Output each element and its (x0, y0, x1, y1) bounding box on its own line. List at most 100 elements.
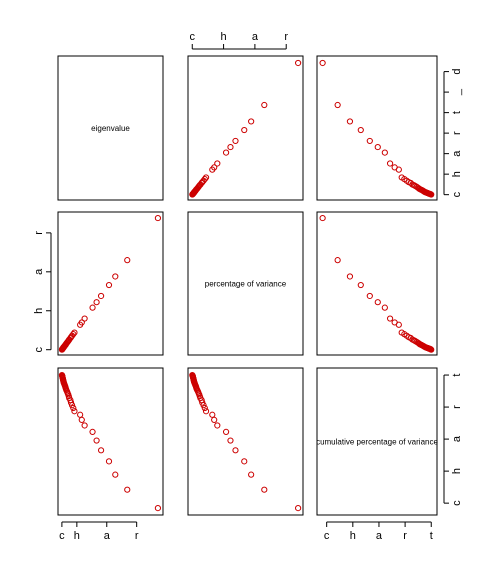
point-cumulative-percentage-of-variance-vs-percentage-of-variance-11 (201, 404, 208, 412)
tick-label-right-cumulative-percentage-of-variance-0: c (451, 500, 463, 506)
point-cumulative-percentage-of-variance-vs-eigenvalue-9 (77, 411, 84, 418)
diagonal-label-eigenvalue: eigenvalue (91, 124, 130, 133)
point-percentage-of-variance-vs-eigenvalue-3 (105, 281, 113, 289)
point-cumulative-percentage-of-variance-vs-percentage-of-variance-1 (261, 486, 268, 493)
tick-label-top-percentage-of-variance-1: h (221, 31, 227, 43)
tick-label-right-cumulative-percentage-of-variance-3: r (451, 405, 463, 409)
panel-cumulative-percentage-of-variance-vs-percentage-of-variance (187, 367, 304, 516)
tick-label-right-eigenvalue-0: c (451, 191, 463, 197)
point-eigenvalue-vs-percentage-of-variance-2 (248, 118, 255, 125)
point-eigenvalue-vs-percentage-of-variance-3 (241, 126, 248, 134)
tick-label-bottom-cumulative-percentage-of-variance-3: r (403, 530, 407, 542)
point-percentage-of-variance-vs-cumulative-percentage-of-variance-7 (386, 315, 394, 322)
point-percentage-of-variance-vs-eigenvalue-1 (124, 257, 131, 264)
point-cumulative-percentage-of-variance-vs-eigenvalue-5 (93, 437, 100, 444)
tick-label-top-percentage-of-variance-0: c (190, 31, 196, 43)
point-eigenvalue-vs-cumulative-percentage-of-variance-1 (334, 101, 341, 109)
point-percentage-of-variance-vs-cumulative-percentage-of-variance-0 (319, 214, 326, 222)
point-eigenvalue-vs-percentage-of-variance-5 (227, 143, 234, 151)
point-percentage-of-variance-vs-eigenvalue-9 (77, 321, 84, 328)
point-cumulative-percentage-of-variance-vs-eigenvalue-10 (71, 408, 78, 415)
point-percentage-of-variance-vs-cumulative-percentage-of-variance-9 (395, 321, 402, 328)
labels-layer: eigenvalue percentage of variance cumulati… (91, 124, 438, 447)
point-eigenvalue-vs-cumulative-percentage-of-variance-2 (346, 118, 354, 125)
panels (57, 55, 438, 516)
tick-label-bottom-cumulative-percentage-of-variance-2: a (376, 530, 383, 542)
point-cumulative-percentage-of-variance-vs-eigenvalue-3 (105, 458, 113, 465)
point-cumulative-percentage-of-variance-vs-percentage-of-variance-2 (248, 471, 255, 478)
tick-label-bottom-eigenvalue-1: h (74, 530, 80, 542)
point-cumulative-percentage-of-variance-vs-percentage-of-variance-5 (227, 437, 234, 444)
point-cumulative-percentage-of-variance-vs-percentage-of-variance-4 (232, 447, 239, 454)
point-percentage-of-variance-vs-eigenvalue-6 (89, 304, 96, 311)
point-eigenvalue-vs-percentage-of-variance-4 (232, 137, 239, 145)
point-cumulative-percentage-of-variance-vs-percentage-of-variance-9 (209, 411, 216, 418)
point-eigenvalue-vs-cumulative-percentage-of-variance-5 (374, 143, 381, 151)
point-eigenvalue-vs-percentage-of-variance-7 (214, 160, 221, 167)
point-eigenvalue-vs-percentage-of-variance-0 (295, 59, 302, 67)
point-eigenvalue-vs-cumulative-percentage-of-variance-7 (386, 160, 394, 167)
point-cumulative-percentage-of-variance-vs-eigenvalue-2 (112, 471, 119, 478)
point-cumulative-percentage-of-variance-vs-eigenvalue-1 (124, 486, 131, 493)
panel-percentage-of-variance-vs-percentage-of-variance (187, 211, 304, 356)
tick-label-bottom-eigenvalue-0: c (59, 530, 65, 542)
diagonal-label-percentage-of-variance: percentage of variance (205, 280, 287, 289)
point-percentage-of-variance-vs-cumulative-percentage-of-variance-5 (374, 299, 381, 306)
point-cumulative-percentage-of-variance-vs-percentage-of-variance-0 (295, 505, 302, 512)
point-eigenvalue-vs-percentage-of-variance-6 (222, 149, 230, 156)
point-cumulative-percentage-of-variance-vs-percentage-of-variance-6 (222, 428, 230, 435)
point-cumulative-percentage-of-variance-vs-percentage-of-variance-41 (189, 371, 196, 379)
tick-label-left-percentage-of-variance-2: a (33, 268, 45, 275)
point-eigenvalue-vs-cumulative-percentage-of-variance-41 (428, 191, 435, 198)
point-percentage-of-variance-vs-eigenvalue-2 (112, 273, 119, 280)
point-cumulative-percentage-of-variance-vs-eigenvalue-41 (58, 371, 66, 379)
tick-label-left-percentage-of-variance-0: c (33, 346, 45, 352)
tick-label-right-eigenvalue-5: _ (451, 88, 463, 96)
point-eigenvalue-vs-cumulative-percentage-of-variance-9 (395, 166, 402, 173)
point-cumulative-percentage-of-variance-vs-eigenvalue-4 (97, 447, 105, 454)
tick-label-right-cumulative-percentage-of-variance-4: t (451, 374, 463, 377)
point-cumulative-percentage-of-variance-vs-eigenvalue-6 (89, 428, 96, 435)
point-percentage-of-variance-vs-cumulative-percentage-of-variance-4 (366, 292, 373, 300)
point-cumulative-percentage-of-variance-vs-percentage-of-variance-10 (202, 408, 210, 415)
point-percentage-of-variance-vs-cumulative-percentage-of-variance-3 (357, 281, 364, 289)
diagonal-label-cumulative-percentage-of-variance: cumulative percentage of variance (316, 438, 438, 447)
panel-cumulative-percentage-of-variance-vs-cumulative-percentage-of-variance (316, 367, 438, 516)
tick-label-bottom-eigenvalue-2: a (104, 530, 111, 542)
tick-label-left-percentage-of-variance-1: h (33, 308, 45, 314)
tick-label-right-eigenvalue-6: d (451, 69, 463, 75)
panel-eigenvalue-vs-cumulative-percentage-of-variance (316, 55, 438, 201)
point-eigenvalue-vs-cumulative-percentage-of-variance-3 (357, 126, 364, 134)
tick-label-left-percentage-of-variance-3: r (33, 231, 45, 235)
point-percentage-of-variance-vs-cumulative-percentage-of-variance-2 (346, 273, 354, 280)
point-cumulative-percentage-of-variance-vs-eigenvalue-7 (81, 422, 88, 429)
tick-label-right-eigenvalue-2: a (451, 150, 463, 157)
point-eigenvalue-vs-cumulative-percentage-of-variance-0 (319, 59, 326, 67)
point-eigenvalue-vs-cumulative-percentage-of-variance-6 (381, 149, 388, 156)
point-eigenvalue-vs-cumulative-percentage-of-variance-4 (366, 137, 373, 145)
point-percentage-of-variance-vs-cumulative-percentage-of-variance-1 (334, 257, 341, 264)
tick-label-right-eigenvalue-1: h (451, 171, 463, 177)
tick-label-bottom-cumulative-percentage-of-variance-0: c (324, 530, 330, 542)
point-percentage-of-variance-vs-eigenvalue-4 (97, 292, 105, 300)
panel-cumulative-percentage-of-variance-vs-eigenvalue (57, 367, 164, 516)
tick-label-right-cumulative-percentage-of-variance-2: a (451, 435, 463, 442)
tick-label-bottom-eigenvalue-3: r (135, 530, 139, 542)
point-cumulative-percentage-of-variance-vs-eigenvalue-11 (70, 404, 77, 412)
tick-label-right-eigenvalue-3: r (451, 131, 463, 135)
tick-label-bottom-cumulative-percentage-of-variance-4: t (430, 530, 433, 542)
point-percentage-of-variance-vs-eigenvalue-41 (58, 346, 66, 353)
point-eigenvalue-vs-percentage-of-variance-41 (189, 191, 196, 198)
point-cumulative-percentage-of-variance-vs-percentage-of-variance-3 (241, 458, 248, 465)
point-cumulative-percentage-of-variance-vs-percentage-of-variance-7 (214, 422, 221, 429)
tick-label-right-eigenvalue-4: t (451, 111, 463, 114)
point-cumulative-percentage-of-variance-vs-percentage-of-variance-8 (211, 416, 218, 423)
point-percentage-of-variance-vs-cumulative-percentage-of-variance-41 (428, 346, 435, 353)
panel-eigenvalue-vs-eigenvalue (57, 55, 164, 201)
tick-label-right-cumulative-percentage-of-variance-1: h (451, 468, 463, 474)
panel-percentage-of-variance-vs-cumulative-percentage-of-variance (316, 211, 438, 356)
points-layer (58, 59, 435, 512)
point-percentage-of-variance-vs-eigenvalue-7 (81, 315, 88, 322)
